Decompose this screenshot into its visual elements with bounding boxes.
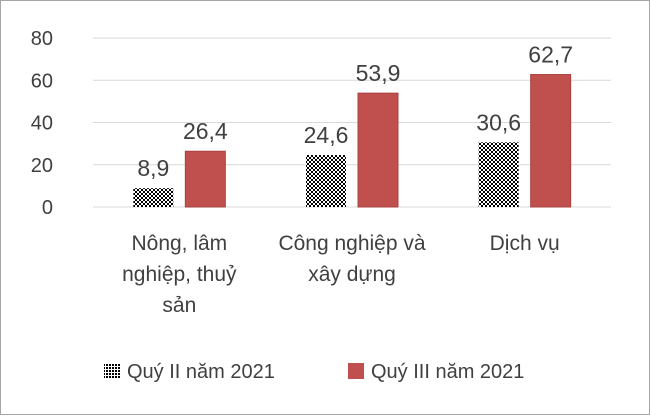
- legend-label-1: Quý II năm 2021: [127, 361, 275, 383]
- data-label: 30,6: [476, 109, 521, 135]
- bar-series1-cat1: [133, 188, 174, 207]
- category-label: Dịch vụ: [490, 232, 560, 255]
- y-tick-label: 60: [31, 70, 53, 92]
- y-tick-label: 20: [31, 155, 53, 177]
- bar-series2-cat3: [530, 74, 572, 208]
- bar-series1-cat3: [478, 142, 519, 207]
- data-labels: 8,9 26,4 24,6 53,9 30,6 62,7: [137, 42, 573, 182]
- legend-swatch-2: [348, 363, 364, 379]
- bar-series1-cat2: [306, 155, 346, 207]
- bar-series2-cat2: [357, 92, 399, 208]
- category-label: Công nghiệp và: [278, 232, 425, 255]
- bar-series2-cat1: [184, 150, 226, 208]
- y-tick-label: 80: [31, 28, 53, 50]
- data-label: 53,9: [356, 60, 401, 86]
- category-label: sản: [162, 294, 196, 317]
- data-label: 26,4: [183, 118, 228, 144]
- bars: [133, 74, 572, 208]
- data-label: 24,6: [304, 122, 349, 148]
- y-tick-label: 0: [42, 197, 53, 219]
- category-label: xây dựng: [308, 263, 396, 286]
- y-tick-label: 40: [31, 113, 53, 135]
- gridlines: [93, 37, 611, 208]
- legend-swatch-1: [104, 363, 120, 379]
- data-label: 62,7: [528, 42, 573, 68]
- legend: Quý II năm 2021 Quý III năm 2021: [104, 361, 524, 383]
- category-labels: Nông, lâm nghiệp, thuỷ sản Công nghiệp và xâ…: [122, 232, 560, 317]
- category-label: nghiệp, thuỷ: [122, 263, 237, 286]
- y-axis-ticks: 0 20 40 60 80: [31, 28, 53, 219]
- data-label: 8,9: [137, 155, 169, 181]
- legend-label-2: Quý III năm 2021: [371, 361, 524, 383]
- category-label: Nông, lâm: [131, 232, 227, 255]
